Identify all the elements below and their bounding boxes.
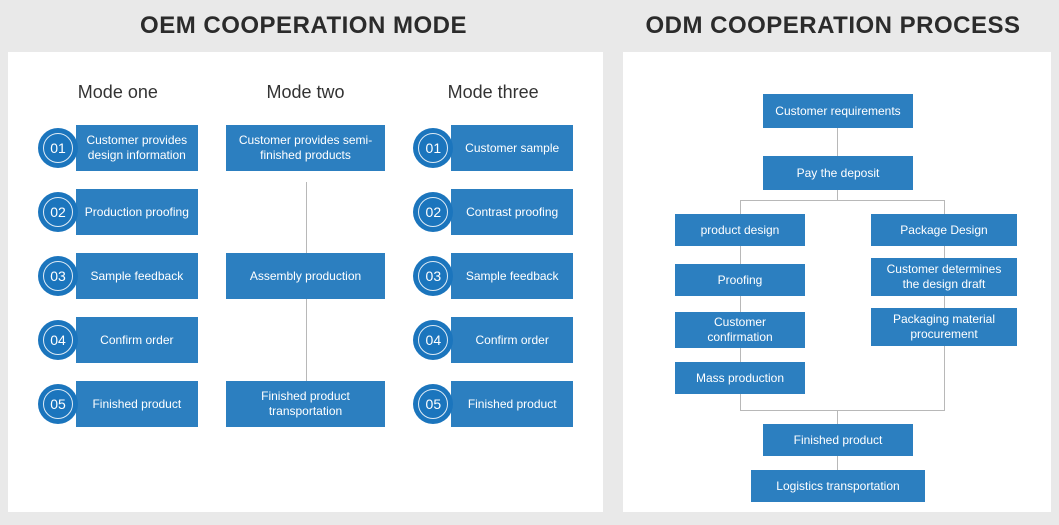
flow-connector — [944, 346, 945, 410]
step-label: Contrast proofing — [451, 189, 573, 235]
flow-connector — [944, 246, 945, 258]
oem-mode2-step: Assembly production — [226, 253, 386, 299]
flow-connector — [740, 200, 944, 201]
odm-node-req: Customer requirements — [763, 94, 913, 128]
step-label: Confirm order — [76, 317, 198, 363]
flow-connector — [740, 348, 741, 362]
oem-title: OEM COOPERATION MODE — [0, 12, 607, 40]
oem-step-row: 03Sample feedback — [38, 253, 198, 299]
step-label: Sample feedback — [76, 253, 198, 299]
oem-step-row: 02Production proofing — [38, 189, 198, 235]
odm-node-mass: Mass production — [675, 362, 805, 394]
flow-connector — [837, 456, 838, 470]
step-label: Sample feedback — [451, 253, 573, 299]
step-label: Customer sample — [451, 125, 573, 171]
oem-step-row: 02Contrast proofing — [413, 189, 573, 235]
step-label: Finished product — [76, 381, 198, 427]
flow-connector — [944, 200, 945, 214]
oem-mode2-step: Finished product transportation — [226, 381, 386, 427]
oem-step-row: 03Sample feedback — [413, 253, 573, 299]
odm-node-log: Logistics transportation — [751, 470, 925, 502]
flow-connector — [740, 246, 741, 264]
step-label: Confirm order — [451, 317, 573, 363]
oem-panel: Mode one 01Customer provides design info… — [8, 52, 603, 512]
step-number-badge: 05 — [38, 381, 76, 427]
step-number-badge: 03 — [413, 253, 451, 299]
oem-col-title: Mode one — [38, 82, 198, 103]
oem-step-row: 05Finished product — [413, 381, 573, 427]
odm-node-pmat: Packaging material procurement — [871, 308, 1017, 346]
oem-col-mode-two: Mode two Customer provides semi-finished… — [226, 82, 386, 445]
step-number-badge: 04 — [413, 317, 451, 363]
flow-connector — [740, 296, 741, 312]
oem-step-row: 01Customer sample — [413, 125, 573, 171]
step-number-badge: 01 — [413, 125, 451, 171]
step-number-badge: 02 — [38, 189, 76, 235]
flow-connector — [837, 410, 838, 424]
oem-col-mode-three: Mode three 01Customer sample02Contrast p… — [413, 82, 573, 445]
step-label: Customer provides design information — [76, 125, 198, 171]
odm-title: ODM COOPERATION PROCESS — [607, 12, 1059, 40]
flow-connector — [944, 296, 945, 308]
oem-step-row: 05Finished product — [38, 381, 198, 427]
odm-node-fin: Finished product — [763, 424, 913, 456]
step-number-badge: 05 — [413, 381, 451, 427]
oem-col-title: Mode two — [226, 82, 386, 103]
odm-node-proof: Proofing — [675, 264, 805, 296]
odm-node-pdes: product design — [675, 214, 805, 246]
flow-connector — [837, 128, 838, 156]
flow-connector — [837, 190, 838, 200]
flow-connector — [740, 410, 945, 411]
oem-step-row: 04Confirm order — [413, 317, 573, 363]
flow-connector — [740, 200, 741, 214]
step-label: Production proofing — [76, 189, 198, 235]
oem-mode2-step: Customer provides semi-finished products — [226, 125, 386, 171]
step-number-badge: 03 — [38, 253, 76, 299]
step-number-badge: 04 — [38, 317, 76, 363]
oem-step-row: 04Confirm order — [38, 317, 198, 363]
flow-connector — [740, 394, 741, 410]
step-number-badge: 01 — [38, 125, 76, 171]
oem-step-row: 01Customer provides design information — [38, 125, 198, 171]
oem-col-mode-one: Mode one 01Customer provides design info… — [38, 82, 198, 445]
oem-col-title: Mode three — [413, 82, 573, 103]
odm-panel: Customer requirements Pay the deposit prod… — [623, 52, 1051, 512]
odm-node-pkgd: Package Design — [871, 214, 1017, 246]
odm-node-dep: Pay the deposit — [763, 156, 913, 190]
odm-node-draft: Customer determines the design draft — [871, 258, 1017, 296]
odm-node-cconf: Customer confirmation — [675, 312, 805, 348]
step-number-badge: 02 — [413, 189, 451, 235]
step-label: Finished product — [451, 381, 573, 427]
